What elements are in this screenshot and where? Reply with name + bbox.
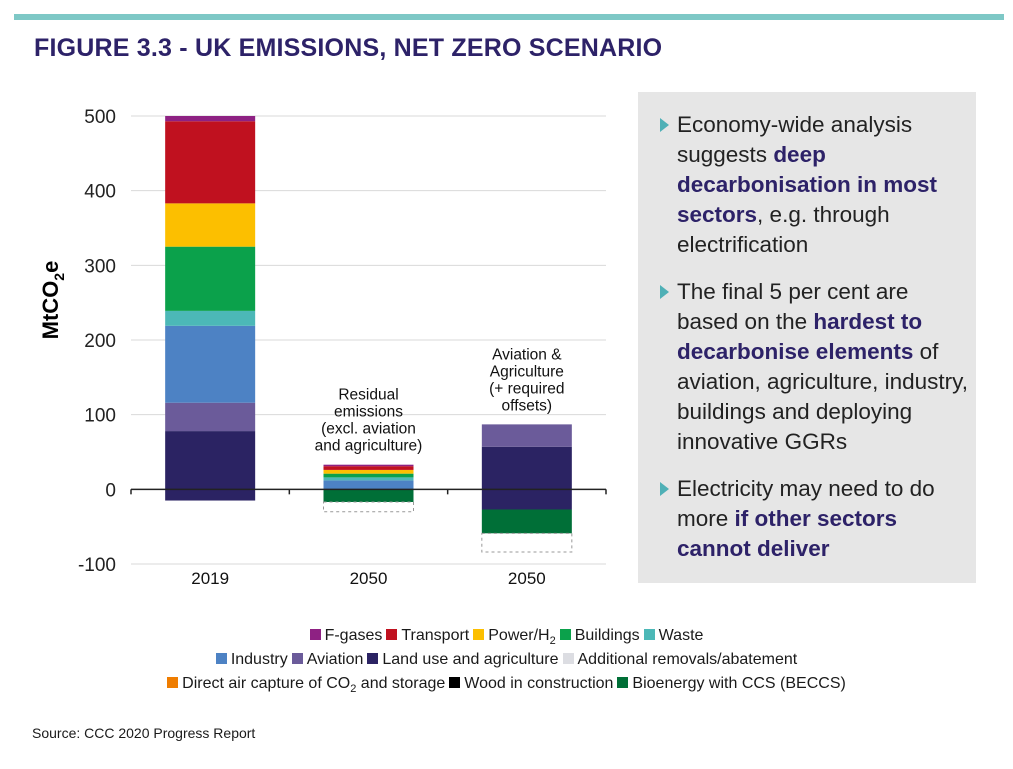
legend-item: Buildings: [559, 627, 640, 645]
key-point-text: Economy-wide analysis suggests deep deca…: [677, 112, 938, 257]
triangle-bullet-icon: [660, 482, 669, 496]
key-point-1: Economy-wide analysis suggests deep deca…: [660, 110, 970, 260]
bar-segment: [165, 431, 256, 490]
y-tick-label: -100: [78, 555, 116, 576]
legend-swatch: [309, 629, 321, 640]
legend-swatch: [367, 653, 379, 664]
legend-swatch: [215, 653, 227, 664]
source-note: Source: CCC 2020 Progress Report: [32, 725, 256, 741]
bar-segment: [481, 424, 572, 447]
bar-segment: [323, 480, 414, 490]
y-tick-label: 500: [84, 107, 116, 128]
bar-segment: [165, 310, 256, 326]
legend-swatch: [559, 629, 571, 640]
bar-annotation: and agriculture): [315, 438, 423, 455]
legend-item: F-gases: [309, 627, 382, 645]
legend-item: Power/H2: [473, 627, 556, 647]
bar-segment: [165, 325, 256, 403]
y-tick-label: 300: [84, 256, 116, 277]
bar-segment: [165, 402, 256, 432]
legend-swatch: [617, 677, 629, 688]
bar-annotation: Residual: [338, 387, 398, 404]
legend-item: Land use and agriculture: [367, 651, 559, 669]
bar-segment: [165, 121, 256, 204]
legend-item: Direct air capture of CO2 and storage: [167, 675, 445, 695]
legend-swatch: [562, 653, 574, 664]
bar-segment: [165, 489, 256, 501]
legend-swatch: [449, 677, 461, 688]
bar-segment: [481, 446, 572, 490]
legend-swatch: [291, 653, 303, 664]
y-tick-label: 100: [84, 406, 116, 427]
bar-segment: [481, 509, 572, 534]
legend-row-2: Industry Aviation Land use and agriculture…: [0, 651, 1013, 669]
bar-annotation: Agriculture: [490, 363, 564, 380]
key-point-text: The final 5 per cent are based on the ha…: [677, 279, 968, 454]
legend-item: Wood in construction: [449, 675, 613, 693]
triangle-bullet-icon: [660, 285, 669, 299]
key-point-2: The final 5 per cent are based on the ha…: [660, 277, 970, 457]
bar-annotation: (excl. aviation: [321, 421, 416, 438]
legend-item: Aviation: [291, 651, 363, 669]
bar-segment: [323, 489, 414, 503]
bar-segment: [481, 489, 572, 510]
key-point-3: Electricity may need to do more if other…: [660, 474, 970, 564]
figure-title: FIGURE 3.3 - UK EMISSIONS, NET ZERO SCEN…: [34, 34, 663, 62]
bar-annotation: Aviation &: [492, 346, 562, 363]
x-category-label: 2050: [350, 569, 388, 588]
legend-item: Bioenergy with CCS (BECCS): [617, 675, 846, 693]
bar-segment: [323, 464, 414, 467]
bar-segment-offset: [481, 532, 573, 553]
legend-swatch: [643, 629, 655, 640]
y-axis-label: MtCO2e: [38, 261, 67, 340]
bar-segment: [323, 469, 414, 474]
bar-annotation: emissions: [334, 404, 403, 421]
triangle-bullet-icon: [660, 118, 669, 132]
bar-annotation: offsets): [502, 397, 553, 414]
key-point-text: Electricity may need to do more if other…: [677, 476, 935, 561]
legend-row-3: Direct air capture of CO2 and storage Woo…: [0, 675, 1013, 695]
legend-row-1: F-gases Transport Power/H2 Buildings Waste: [0, 627, 1013, 647]
key-points-panel: Economy-wide analysis suggests deep deca…: [638, 92, 976, 583]
bar-segment: [323, 477, 414, 481]
y-tick-label: 400: [84, 182, 116, 203]
legend-swatch: [167, 677, 179, 688]
legend-item: Additional removals/abatement: [562, 651, 797, 669]
legend-swatch: [473, 629, 485, 640]
legend-swatch: [386, 629, 398, 640]
bar-segment: [165, 116, 256, 122]
top-accent-bar: [14, 14, 1004, 20]
x-category-label: 2019: [191, 569, 229, 588]
bar-annotation: (+ required: [489, 380, 564, 397]
bar-segment: [323, 466, 414, 470]
legend-item: Transport: [386, 627, 469, 645]
bar-segment: [165, 246, 256, 311]
legend-item: Waste: [643, 627, 703, 645]
bar-segment: [323, 473, 414, 478]
y-tick-label: 0: [105, 480, 116, 501]
x-category-label: 2050: [508, 569, 546, 588]
bar-segment-offset: [323, 501, 414, 513]
y-tick-label: 200: [84, 331, 116, 352]
bar-segment: [165, 203, 256, 247]
legend-item: Industry: [215, 651, 288, 669]
